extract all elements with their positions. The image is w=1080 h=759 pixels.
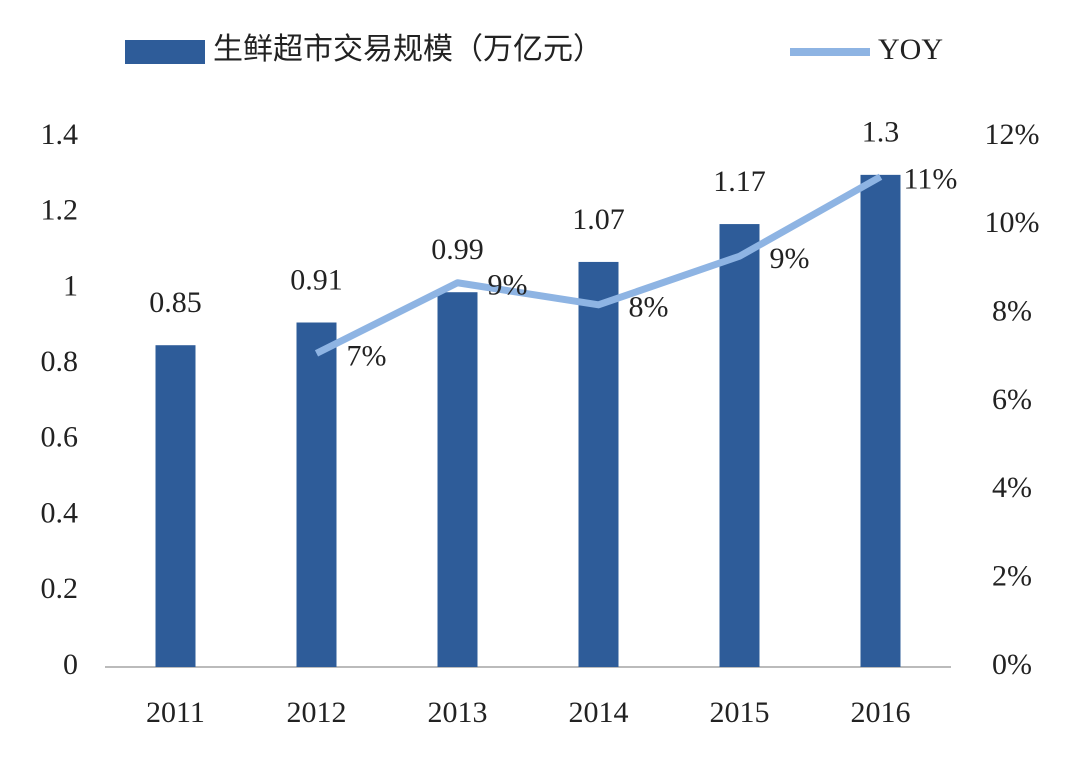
y-tick-label: 1 xyxy=(63,269,78,302)
legend-label: 生鲜超市交易规模（万亿元） xyxy=(213,33,603,66)
y-tick-label: 0.2 xyxy=(41,572,79,605)
x-tick-label: 2011 xyxy=(146,696,205,729)
bar-value-label: 1.07 xyxy=(572,203,625,236)
bar xyxy=(437,292,478,667)
y2-tick-label: 12% xyxy=(985,118,1040,151)
bar-value-label: 0.99 xyxy=(431,233,484,266)
x-tick-label: 2015 xyxy=(710,696,770,729)
y-tick-label: 1.4 xyxy=(41,118,79,151)
y-tick-label: 0 xyxy=(63,648,78,681)
y2-tick-label: 10% xyxy=(985,206,1040,239)
y-tick-label: 0.4 xyxy=(41,496,79,529)
bar xyxy=(296,322,337,667)
bar xyxy=(155,345,196,667)
legend-swatch xyxy=(125,40,205,64)
bar-value-label: 1.17 xyxy=(713,165,766,198)
y2-tick-label: 4% xyxy=(992,471,1032,504)
y-tick-label: 0.8 xyxy=(41,345,79,378)
line xyxy=(314,173,883,357)
x-tick-label: 2016 xyxy=(851,696,911,729)
bar-value-label: 0.85 xyxy=(149,286,202,319)
x-tick-label: 2013 xyxy=(428,696,488,729)
bar-value-label: 0.91 xyxy=(290,263,343,296)
line-value-label: 8% xyxy=(629,291,669,324)
line-value-label: 9% xyxy=(488,269,528,302)
bar xyxy=(719,224,760,668)
y-tick-label: 1.2 xyxy=(41,194,79,227)
y2-tick-label: 6% xyxy=(992,383,1032,416)
x-tick-label: 2014 xyxy=(569,696,629,729)
y-tick-label: 0.6 xyxy=(41,421,79,454)
bar-value-label: 1.3 xyxy=(862,116,900,149)
bar xyxy=(860,174,901,667)
line-value-label: 9% xyxy=(770,242,810,275)
line-value-label: 7% xyxy=(347,339,387,372)
line-value-label: 11% xyxy=(904,163,958,196)
x-tick-label: 2012 xyxy=(287,696,347,729)
bar xyxy=(578,261,619,667)
legend-label: YOY xyxy=(878,33,943,66)
y2-tick-label: 8% xyxy=(992,295,1032,328)
y2-tick-label: 2% xyxy=(992,560,1032,593)
y2-tick-label: 0% xyxy=(992,648,1032,681)
